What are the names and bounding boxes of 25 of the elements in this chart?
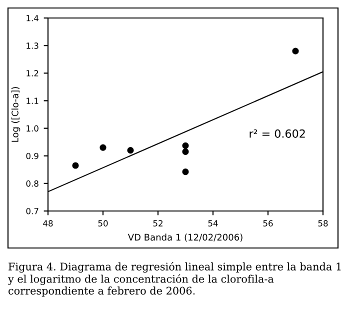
x-tick-label: 52 <box>153 220 162 226</box>
y-axis-title: Log ([Clo-a]) <box>11 87 20 142</box>
point <box>182 142 189 149</box>
x-axis-title: VD Banda 1 (12/02/2006) <box>128 234 242 242</box>
y-tick-label: 1.3 <box>26 42 38 49</box>
point <box>72 162 79 169</box>
point <box>100 144 106 151</box>
x-tick-label: 56 <box>263 220 273 226</box>
point <box>127 147 134 154</box>
y-tick-label: 1.1 <box>26 98 38 104</box>
x-tick-label: 48 <box>43 220 53 226</box>
annotation: r² = 0.602 <box>250 129 305 138</box>
y-tick-label: 1.0 <box>26 125 38 132</box>
text: Figura 4. Diagrama de regresión lineal simple entre la banda 1 y el logaritmo de la concentración de la clorofila-a correspondiente a febrero de 2006. <box>8 262 341 297</box>
y-tick-label: 0.7 <box>26 208 38 214</box>
point <box>292 48 299 54</box>
x-tick-label: 50 <box>98 220 108 226</box>
x-tick-label: 54 <box>208 220 218 226</box>
x-tick-label: 58 <box>318 220 328 226</box>
y-tick-label: 1.2 <box>26 70 38 76</box>
point <box>182 148 189 156</box>
point <box>182 168 189 176</box>
y-tick-label: 1.4 <box>26 15 39 22</box>
y-tick-label: 0.8 <box>26 180 38 187</box>
y-tick-label: 0.9 <box>26 152 38 160</box>
